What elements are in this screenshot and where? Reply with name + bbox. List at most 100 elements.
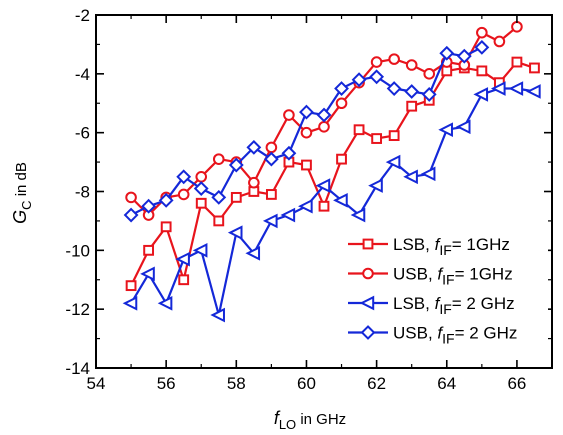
legend-entry-2: USB, fIF= 1GHz <box>348 265 513 288</box>
data-point <box>406 100 418 112</box>
data-point <box>122 295 138 311</box>
data-point <box>334 81 349 96</box>
data-point <box>476 26 488 39</box>
x-tick-label: 54 <box>87 374 106 393</box>
x-axis-title: fLO in GHz <box>274 408 346 432</box>
data-point <box>246 139 262 155</box>
data-point <box>386 81 402 96</box>
data-point <box>526 84 541 99</box>
data-point <box>248 176 260 189</box>
data-point <box>192 243 208 258</box>
data-point <box>298 198 313 214</box>
series-1 <box>125 56 540 292</box>
legend-entry-4: USB, fIF= 2 GHz <box>348 324 517 347</box>
data-point <box>281 145 297 161</box>
data-point <box>210 307 225 323</box>
data-point <box>388 53 400 65</box>
data-point <box>336 153 347 165</box>
y-tick-label: -8 <box>75 183 90 202</box>
data-point <box>370 56 383 68</box>
data-point <box>178 274 190 286</box>
data-point <box>456 48 472 64</box>
data-point <box>369 69 385 85</box>
legend: LSB, fIF= 1GHz USB, fIF= 1GHz LSB, fIF= 2 … <box>342 227 548 353</box>
data-point <box>353 124 365 136</box>
data-point <box>511 20 523 33</box>
data-point <box>388 130 400 142</box>
data-point <box>404 84 420 99</box>
legend-label: USB, fIF= 1GHz <box>393 265 513 288</box>
data-point <box>125 191 137 204</box>
y-tick-label: -2 <box>75 6 90 25</box>
series-4 <box>123 39 490 223</box>
y-tick-label: -12 <box>65 300 90 319</box>
data-point <box>318 200 330 212</box>
legend-label: LSB, fIF= 1GHz <box>393 235 510 258</box>
data-point <box>315 178 331 193</box>
data-point <box>300 126 313 139</box>
data-point <box>403 169 418 185</box>
data-point <box>265 189 277 200</box>
y-tick-label: -6 <box>75 124 90 143</box>
legend-marker <box>360 325 376 340</box>
x-tick-label: 58 <box>227 374 246 393</box>
data-point <box>123 207 139 223</box>
data-point <box>371 133 383 144</box>
data-point <box>473 87 489 102</box>
data-point <box>211 189 227 205</box>
data-point <box>438 122 453 138</box>
legend-marker <box>362 267 374 280</box>
data-point <box>193 181 209 196</box>
data-point <box>421 87 437 102</box>
data-point <box>160 221 172 233</box>
data-point <box>227 225 243 241</box>
data-point <box>474 39 490 55</box>
data-point <box>280 207 296 223</box>
data-point <box>529 62 540 74</box>
data-point <box>350 207 366 223</box>
legend-label: LSB, fIF= 2 GHz <box>393 294 515 317</box>
legend-marker <box>362 238 374 250</box>
x-tick-label: 64 <box>437 374 456 393</box>
data-point <box>262 213 278 229</box>
data-point <box>493 35 506 48</box>
data-point <box>299 104 314 120</box>
data-point <box>212 153 225 165</box>
data-point <box>228 157 244 173</box>
data-point <box>316 107 332 123</box>
data-point <box>265 141 278 154</box>
data-point <box>157 295 173 311</box>
data-point <box>420 166 436 182</box>
data-point <box>476 65 488 77</box>
data-point <box>351 72 367 88</box>
legend-label: USB, fIF= 2 GHz <box>393 324 517 347</box>
data-point <box>333 193 348 208</box>
data-point <box>301 159 312 171</box>
y-tick-label: -14 <box>65 359 90 378</box>
x-tick-label: 66 <box>507 374 526 393</box>
data-point <box>158 192 174 208</box>
data-point <box>141 198 157 214</box>
data-point <box>423 68 436 80</box>
data-point <box>511 56 523 68</box>
data-point <box>405 59 418 71</box>
data-point <box>195 170 208 183</box>
y-axis-title: GC in dB <box>10 162 34 224</box>
data-point <box>263 151 279 167</box>
series-layer <box>122 20 541 323</box>
data-point <box>176 169 192 185</box>
data-point <box>508 81 524 96</box>
legend-entry-3: LSB, fIF= 2 GHz <box>348 294 515 317</box>
data-point <box>385 154 401 170</box>
data-point <box>125 280 137 292</box>
data-point <box>283 109 295 121</box>
y-tick-label: -10 <box>65 241 90 260</box>
data-point <box>245 245 261 261</box>
x-tick-label: 56 <box>157 374 176 393</box>
x-tick-label: 60 <box>297 374 316 393</box>
data-point <box>213 215 225 227</box>
data-point <box>143 244 155 256</box>
axes: 54 56 58 60 62 64 66 -14 -12 -10 -8 -6 -4 -2 <box>65 6 553 393</box>
y-tick-label: -4 <box>75 65 90 84</box>
